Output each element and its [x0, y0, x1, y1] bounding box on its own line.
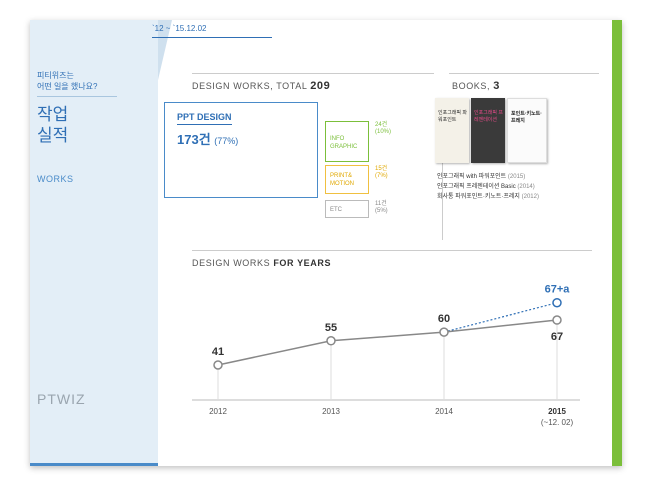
print-motion-count: 15건: [375, 166, 388, 172]
question-line-1: 피티위즈는: [37, 71, 74, 80]
infographic-label: INFO GRAPHIC: [330, 136, 358, 150]
etc-box: ETC: [325, 200, 369, 218]
x-tick-2014: 2014: [435, 407, 453, 416]
etc-value: 11건 (5%): [375, 201, 388, 215]
book-title: 인포그래픽 with 파워포인트: [437, 174, 507, 180]
ppt-design-count: 173건: [177, 132, 211, 147]
book-cover-3: 포인트·키노트·프레지: [507, 98, 547, 163]
x-tick-2015: 2015: [548, 407, 566, 416]
print-motion-box: PRINT& MOTION: [325, 165, 369, 194]
etc-count: 11건: [375, 201, 387, 207]
sidebar-fold: [158, 20, 172, 80]
sidebar-subtitle: WORKS: [37, 174, 74, 184]
design-works-heading: DESIGN WORKS, TOTAL 209: [192, 80, 330, 92]
period-underline: [152, 37, 272, 38]
slide: [30, 20, 622, 466]
years-heading-bold: FOR YEARS: [273, 258, 332, 268]
book-cover-2: 인포그래픽 프레젠테이션: [471, 98, 505, 163]
book-list: 인포그래픽 with 파워포인트 (2015) 인포그래픽 프레젠테이션 Bas…: [437, 172, 539, 202]
design-works-topline: [192, 73, 434, 74]
book-cover-1-title: 인포그래픽 파워포인트: [438, 110, 467, 123]
years-topline: [192, 250, 592, 251]
sidebar-title: 작업 실적: [37, 104, 68, 146]
etc-pct: (5%): [375, 208, 388, 214]
book-title: 인포그래픽 프레젠테이션 Basic: [437, 184, 516, 190]
sidebar-divider: [37, 96, 117, 97]
section-divider: [442, 100, 443, 240]
book-cover-1: 인포그래픽 파워포인트: [435, 98, 469, 163]
book-list-item: 인포그래픽 프레젠테이션 Basic (2014): [437, 182, 539, 192]
print-motion-label: PRINT& MOTION: [330, 173, 354, 187]
print-motion-value: 15건 (7%): [375, 166, 388, 180]
book-year: (2015): [507, 174, 526, 180]
print-motion-pct: (7%): [375, 173, 388, 179]
years-heading-text: DESIGN WORKS: [192, 258, 271, 268]
x-tick-note: (~12. 02): [540, 418, 574, 427]
books-heading: BOOKS, 3: [452, 80, 500, 92]
years-heading: DESIGN WORKS FOR YEARS: [192, 258, 331, 268]
book-list-item: 회사통 파워포인트·키노트·프레지 (2012): [437, 192, 539, 202]
sidebar: [30, 20, 158, 466]
design-works-heading-text: DESIGN WORKS, TOTAL: [192, 81, 308, 91]
x-tick-2013: 2013: [322, 407, 340, 416]
infographic-pct: (10%): [375, 129, 392, 135]
book-title: 회사통 파워포인트·키노트·프레지: [437, 194, 520, 200]
etc-label: ETC: [330, 207, 342, 213]
ppt-design-value: 173건 (77%): [177, 129, 238, 148]
ppt-design-box: PPT DESIGN 173건 (77%): [164, 102, 318, 198]
title-line-2: 실적: [37, 126, 69, 145]
books-count: 3: [493, 80, 500, 92]
period-label: `12 ~ `15.12.02: [152, 24, 207, 33]
books-topline: [449, 73, 599, 74]
book-list-item: 인포그래픽 with 파워포인트 (2015): [437, 172, 539, 182]
title-line-1: 작업: [37, 105, 69, 124]
ppt-design-pct: (77%): [214, 136, 239, 146]
sidebar-question: 피티위즈는 어떤 일을 했나요?: [37, 70, 97, 92]
ptwiz-logo: PTWIZ: [37, 391, 86, 407]
x-tick-2012: 2012: [209, 407, 227, 416]
infographic-count: 24건: [375, 122, 388, 128]
sidebar-bottom-line: [30, 463, 158, 466]
book-cover-2-title: 인포그래픽 프레젠테이션: [474, 110, 503, 123]
question-line-2: 어떤 일을 했나요?: [37, 82, 98, 91]
book-covers: 인포그래픽 파워포인트 인포그래픽 프레젠테이션 포인트·키노트·프레지: [435, 98, 547, 163]
book-year: (2012): [521, 194, 539, 200]
design-works-total: 209: [310, 80, 331, 92]
book-year: (2014): [517, 184, 535, 190]
infographic-box: INFO GRAPHIC: [325, 121, 369, 162]
infographic-value: 24건 (10%): [375, 122, 391, 136]
books-heading-text: BOOKS,: [452, 81, 491, 91]
accent-bar: [612, 20, 622, 466]
ppt-design-label: PPT DESIGN: [177, 112, 232, 125]
book-cover-3-title: 포인트·키노트·프레지: [511, 111, 542, 124]
